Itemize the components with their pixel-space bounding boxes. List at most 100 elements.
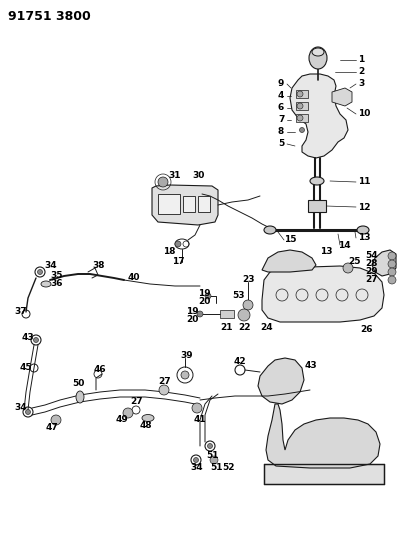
Ellipse shape	[142, 415, 154, 422]
Polygon shape	[266, 404, 380, 468]
Ellipse shape	[76, 391, 84, 403]
Text: 43: 43	[22, 333, 35, 342]
Text: 50: 50	[72, 379, 84, 389]
Text: 37: 37	[14, 308, 27, 317]
Text: 38: 38	[92, 262, 105, 271]
Bar	[220, 310, 234, 318]
Text: 34: 34	[44, 262, 57, 271]
Circle shape	[175, 241, 181, 247]
Circle shape	[159, 385, 169, 395]
Text: 19: 19	[186, 306, 199, 316]
Text: 7: 7	[278, 116, 285, 125]
Circle shape	[210, 456, 218, 464]
Circle shape	[181, 371, 189, 379]
Text: 45: 45	[20, 364, 33, 373]
Bar	[183, 196, 195, 212]
Text: 6: 6	[278, 103, 284, 112]
Polygon shape	[262, 266, 384, 322]
Bar	[296, 90, 308, 98]
Text: 21: 21	[220, 324, 232, 333]
Text: 9: 9	[278, 79, 285, 88]
Text: 51: 51	[206, 451, 219, 461]
Bar	[264, 464, 384, 484]
Text: 13: 13	[320, 247, 332, 256]
Circle shape	[297, 115, 303, 121]
Text: 27: 27	[158, 377, 171, 386]
Bar	[296, 102, 308, 110]
Text: 22: 22	[238, 324, 250, 333]
Text: 23: 23	[242, 276, 254, 285]
Polygon shape	[262, 250, 316, 272]
Text: 46: 46	[94, 366, 107, 375]
Text: 26: 26	[360, 326, 373, 335]
Text: 35: 35	[50, 271, 62, 280]
Text: 91751 3800: 91751 3800	[8, 10, 91, 22]
Text: 24: 24	[260, 324, 273, 333]
Text: 30: 30	[192, 172, 205, 181]
Text: 2: 2	[358, 68, 364, 77]
Text: 17: 17	[172, 257, 185, 266]
Text: 49: 49	[116, 416, 129, 424]
Circle shape	[388, 252, 396, 260]
Ellipse shape	[264, 226, 276, 234]
Circle shape	[197, 311, 203, 317]
Circle shape	[238, 309, 250, 321]
Text: 20: 20	[186, 316, 198, 325]
Text: 8: 8	[278, 127, 284, 136]
Circle shape	[158, 177, 168, 187]
Text: 14: 14	[338, 240, 351, 249]
Circle shape	[192, 403, 202, 413]
Polygon shape	[372, 250, 396, 276]
Text: 27: 27	[130, 398, 142, 407]
Text: 43: 43	[305, 361, 318, 370]
Circle shape	[51, 415, 61, 425]
Text: 15: 15	[284, 236, 297, 245]
Polygon shape	[290, 74, 348, 158]
Circle shape	[193, 457, 199, 463]
Circle shape	[388, 260, 396, 268]
Circle shape	[37, 270, 43, 274]
Text: 48: 48	[140, 421, 152, 430]
Circle shape	[207, 443, 213, 448]
Text: 5: 5	[278, 140, 284, 149]
Polygon shape	[152, 185, 218, 225]
Text: 13: 13	[358, 233, 371, 243]
Text: 19: 19	[198, 288, 211, 297]
Bar	[198, 196, 210, 212]
Text: 34: 34	[190, 464, 203, 472]
Ellipse shape	[312, 48, 324, 56]
Text: 12: 12	[358, 203, 371, 212]
Text: 36: 36	[50, 279, 62, 288]
Text: 40: 40	[128, 273, 140, 282]
Text: 27: 27	[365, 276, 378, 285]
Text: 1: 1	[358, 55, 364, 64]
Text: 52: 52	[222, 464, 234, 472]
Text: 51: 51	[210, 464, 222, 472]
Polygon shape	[258, 358, 304, 404]
Text: 42: 42	[234, 358, 247, 367]
Text: 3: 3	[358, 79, 364, 88]
Circle shape	[343, 263, 353, 273]
Circle shape	[388, 276, 396, 284]
Circle shape	[33, 337, 39, 343]
Text: 53: 53	[232, 292, 244, 301]
Text: 28: 28	[365, 260, 378, 269]
Circle shape	[205, 293, 211, 299]
Circle shape	[297, 91, 303, 97]
Text: 20: 20	[198, 297, 211, 306]
Text: 54: 54	[365, 252, 378, 261]
Circle shape	[300, 127, 304, 133]
Text: 29: 29	[365, 268, 378, 277]
Polygon shape	[332, 88, 352, 106]
Text: 34: 34	[14, 403, 27, 413]
Ellipse shape	[357, 226, 369, 234]
Text: 4: 4	[278, 92, 285, 101]
Ellipse shape	[309, 47, 327, 69]
Text: 31: 31	[168, 172, 181, 181]
Circle shape	[123, 408, 133, 418]
Text: 11: 11	[358, 177, 371, 187]
Circle shape	[297, 103, 303, 109]
Text: 18: 18	[163, 247, 176, 256]
Text: 41: 41	[194, 416, 207, 424]
Bar	[158, 194, 180, 214]
